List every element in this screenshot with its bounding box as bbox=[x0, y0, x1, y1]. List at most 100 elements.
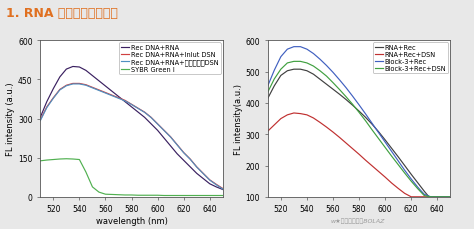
RNA+Rec bbox=[415, 182, 420, 184]
Rec DNA+RNA bbox=[109, 90, 115, 93]
SYBR Green I bbox=[148, 194, 154, 197]
Rec DNA+RNA bbox=[187, 166, 193, 169]
Block-3+Rec bbox=[304, 49, 310, 51]
RNA+Rec+DSN bbox=[363, 159, 368, 162]
RNA+Rec bbox=[428, 198, 434, 201]
Block-3+Rec+DSN bbox=[369, 129, 375, 132]
Rec DNA+RNA+Inlut DSN bbox=[187, 158, 193, 161]
Rec DNA+RNA+Inlut DSN bbox=[194, 166, 200, 169]
Rec DNA+RNA+Inlut DSN bbox=[90, 87, 95, 89]
Y-axis label: FL intensity (a.u.): FL intensity (a.u.) bbox=[6, 82, 15, 156]
Block-3+Rec+DSN bbox=[304, 62, 310, 65]
Rec DNA+RNA bbox=[64, 68, 69, 71]
Block-3+Rec+DSN bbox=[278, 68, 283, 71]
Block-3+Rec+DSN bbox=[324, 75, 329, 78]
Rec DNA+RNA+Inlut DSN bbox=[220, 187, 226, 190]
Rec DNA+RNA+国外某公司DSN bbox=[142, 112, 147, 114]
Block-3+Rec bbox=[337, 79, 342, 82]
Line: SYBR Green I: SYBR Green I bbox=[40, 159, 223, 196]
Rec DNA+RNA+国外某公司DSN bbox=[116, 98, 121, 100]
RNA+Rec+DSN bbox=[304, 114, 310, 117]
Rec DNA+RNA+Inlut DSN bbox=[142, 111, 147, 114]
SYBR Green I bbox=[57, 158, 63, 161]
Rec DNA+RNA+Inlut DSN bbox=[51, 97, 56, 100]
SYBR Green I bbox=[194, 194, 200, 197]
Rec DNA+RNA bbox=[168, 145, 173, 148]
Rec DNA+RNA+Inlut DSN bbox=[70, 83, 76, 85]
Rec DNA+RNA+Inlut DSN bbox=[116, 97, 121, 100]
Block-3+Rec bbox=[369, 122, 375, 125]
SYBR Green I bbox=[155, 194, 160, 197]
Block-3+Rec+DSN bbox=[376, 138, 382, 140]
Rec DNA+RNA+国外某公司DSN bbox=[187, 158, 193, 161]
RNA+Rec bbox=[421, 190, 427, 193]
RNA+Rec bbox=[363, 117, 368, 119]
Rec DNA+RNA+Inlut DSN bbox=[181, 151, 187, 154]
RNA+Rec bbox=[434, 206, 440, 208]
Rec DNA+RNA+Inlut DSN bbox=[168, 136, 173, 139]
SYBR Green I bbox=[161, 194, 167, 197]
Block-3+Rec+DSN bbox=[395, 164, 401, 166]
Rec DNA+RNA+国外某公司DSN bbox=[51, 98, 56, 100]
Block-3+Rec+DSN bbox=[434, 196, 440, 198]
Rec DNA+RNA bbox=[96, 80, 102, 83]
Block-3+Rec+DSN bbox=[343, 96, 349, 99]
SYBR Green I bbox=[201, 194, 206, 197]
Line: Rec DNA+RNA+国外某公司DSN: Rec DNA+RNA+国外某公司DSN bbox=[40, 85, 223, 189]
RNA+Rec+DSN bbox=[272, 124, 277, 127]
Rec DNA+RNA bbox=[44, 101, 50, 104]
Rec DNA+RNA bbox=[155, 129, 160, 132]
RNA+Rec bbox=[369, 123, 375, 126]
RNA+Rec+DSN bbox=[330, 131, 336, 134]
Block-3+Rec+DSN bbox=[330, 82, 336, 85]
SYBR Green I bbox=[207, 194, 212, 197]
RNA+Rec+DSN bbox=[317, 121, 323, 124]
Rec DNA+RNA+Inlut DSN bbox=[155, 123, 160, 126]
Rec DNA+RNA+国外某公司DSN bbox=[174, 144, 180, 147]
RNA+Rec bbox=[441, 212, 447, 215]
Block-3+Rec bbox=[441, 196, 447, 198]
Rec DNA+RNA+Inlut DSN bbox=[207, 179, 212, 181]
Block-3+Rec+DSN bbox=[415, 188, 420, 190]
RNA+Rec+DSN bbox=[382, 176, 388, 179]
Block-3+Rec bbox=[363, 113, 368, 116]
RNA+Rec bbox=[278, 75, 283, 77]
SYBR Green I bbox=[70, 158, 76, 161]
Rec DNA+RNA+国外某公司DSN bbox=[37, 120, 43, 123]
Y-axis label: FL intensity(a.u.): FL intensity(a.u.) bbox=[234, 84, 243, 154]
Block-3+Rec bbox=[376, 132, 382, 134]
Block-3+Rec+DSN bbox=[356, 112, 362, 114]
SYBR Green I bbox=[109, 193, 115, 196]
Block-3+Rec+DSN bbox=[284, 62, 290, 65]
RNA+Rec+DSN bbox=[402, 192, 408, 195]
Rec DNA+RNA+国外某公司DSN bbox=[168, 136, 173, 139]
SYBR Green I bbox=[90, 186, 95, 188]
RNA+Rec bbox=[324, 83, 329, 86]
Rec DNA+RNA bbox=[37, 116, 43, 119]
SYBR Green I bbox=[83, 171, 89, 174]
RNA+Rec bbox=[356, 110, 362, 113]
Rec DNA+RNA+国外某公司DSN bbox=[44, 107, 50, 109]
Line: Rec DNA+RNA: Rec DNA+RNA bbox=[40, 67, 223, 190]
RNA+Rec+DSN bbox=[434, 196, 440, 198]
Rec DNA+RNA bbox=[57, 76, 63, 79]
Rec DNA+RNA+国外某公司DSN bbox=[109, 95, 115, 98]
Line: RNA+Rec+DSN: RNA+Rec+DSN bbox=[268, 114, 450, 197]
Rec DNA+RNA bbox=[90, 75, 95, 78]
Text: 1. RNA 检测技术应用比较: 1. RNA 检测技术应用比较 bbox=[6, 7, 118, 20]
Block-3+Rec+DSN bbox=[291, 61, 297, 63]
SYBR Green I bbox=[116, 194, 121, 196]
RNA+Rec+DSN bbox=[356, 153, 362, 156]
RNA+Rec bbox=[330, 88, 336, 91]
Rec DNA+RNA+国外某公司DSN bbox=[220, 188, 226, 191]
Block-3+Rec bbox=[402, 169, 408, 172]
RNA+Rec+DSN bbox=[310, 117, 316, 120]
Rec DNA+RNA bbox=[51, 88, 56, 91]
Rec DNA+RNA+国外某公司DSN bbox=[57, 89, 63, 92]
SYBR Green I bbox=[103, 193, 109, 196]
Block-3+Rec+DSN bbox=[337, 89, 342, 92]
RNA+Rec+DSN bbox=[428, 196, 434, 198]
Block-3+Rec+DSN bbox=[408, 180, 414, 183]
Rec DNA+RNA+Inlut DSN bbox=[109, 94, 115, 97]
SYBR Green I bbox=[220, 194, 226, 197]
